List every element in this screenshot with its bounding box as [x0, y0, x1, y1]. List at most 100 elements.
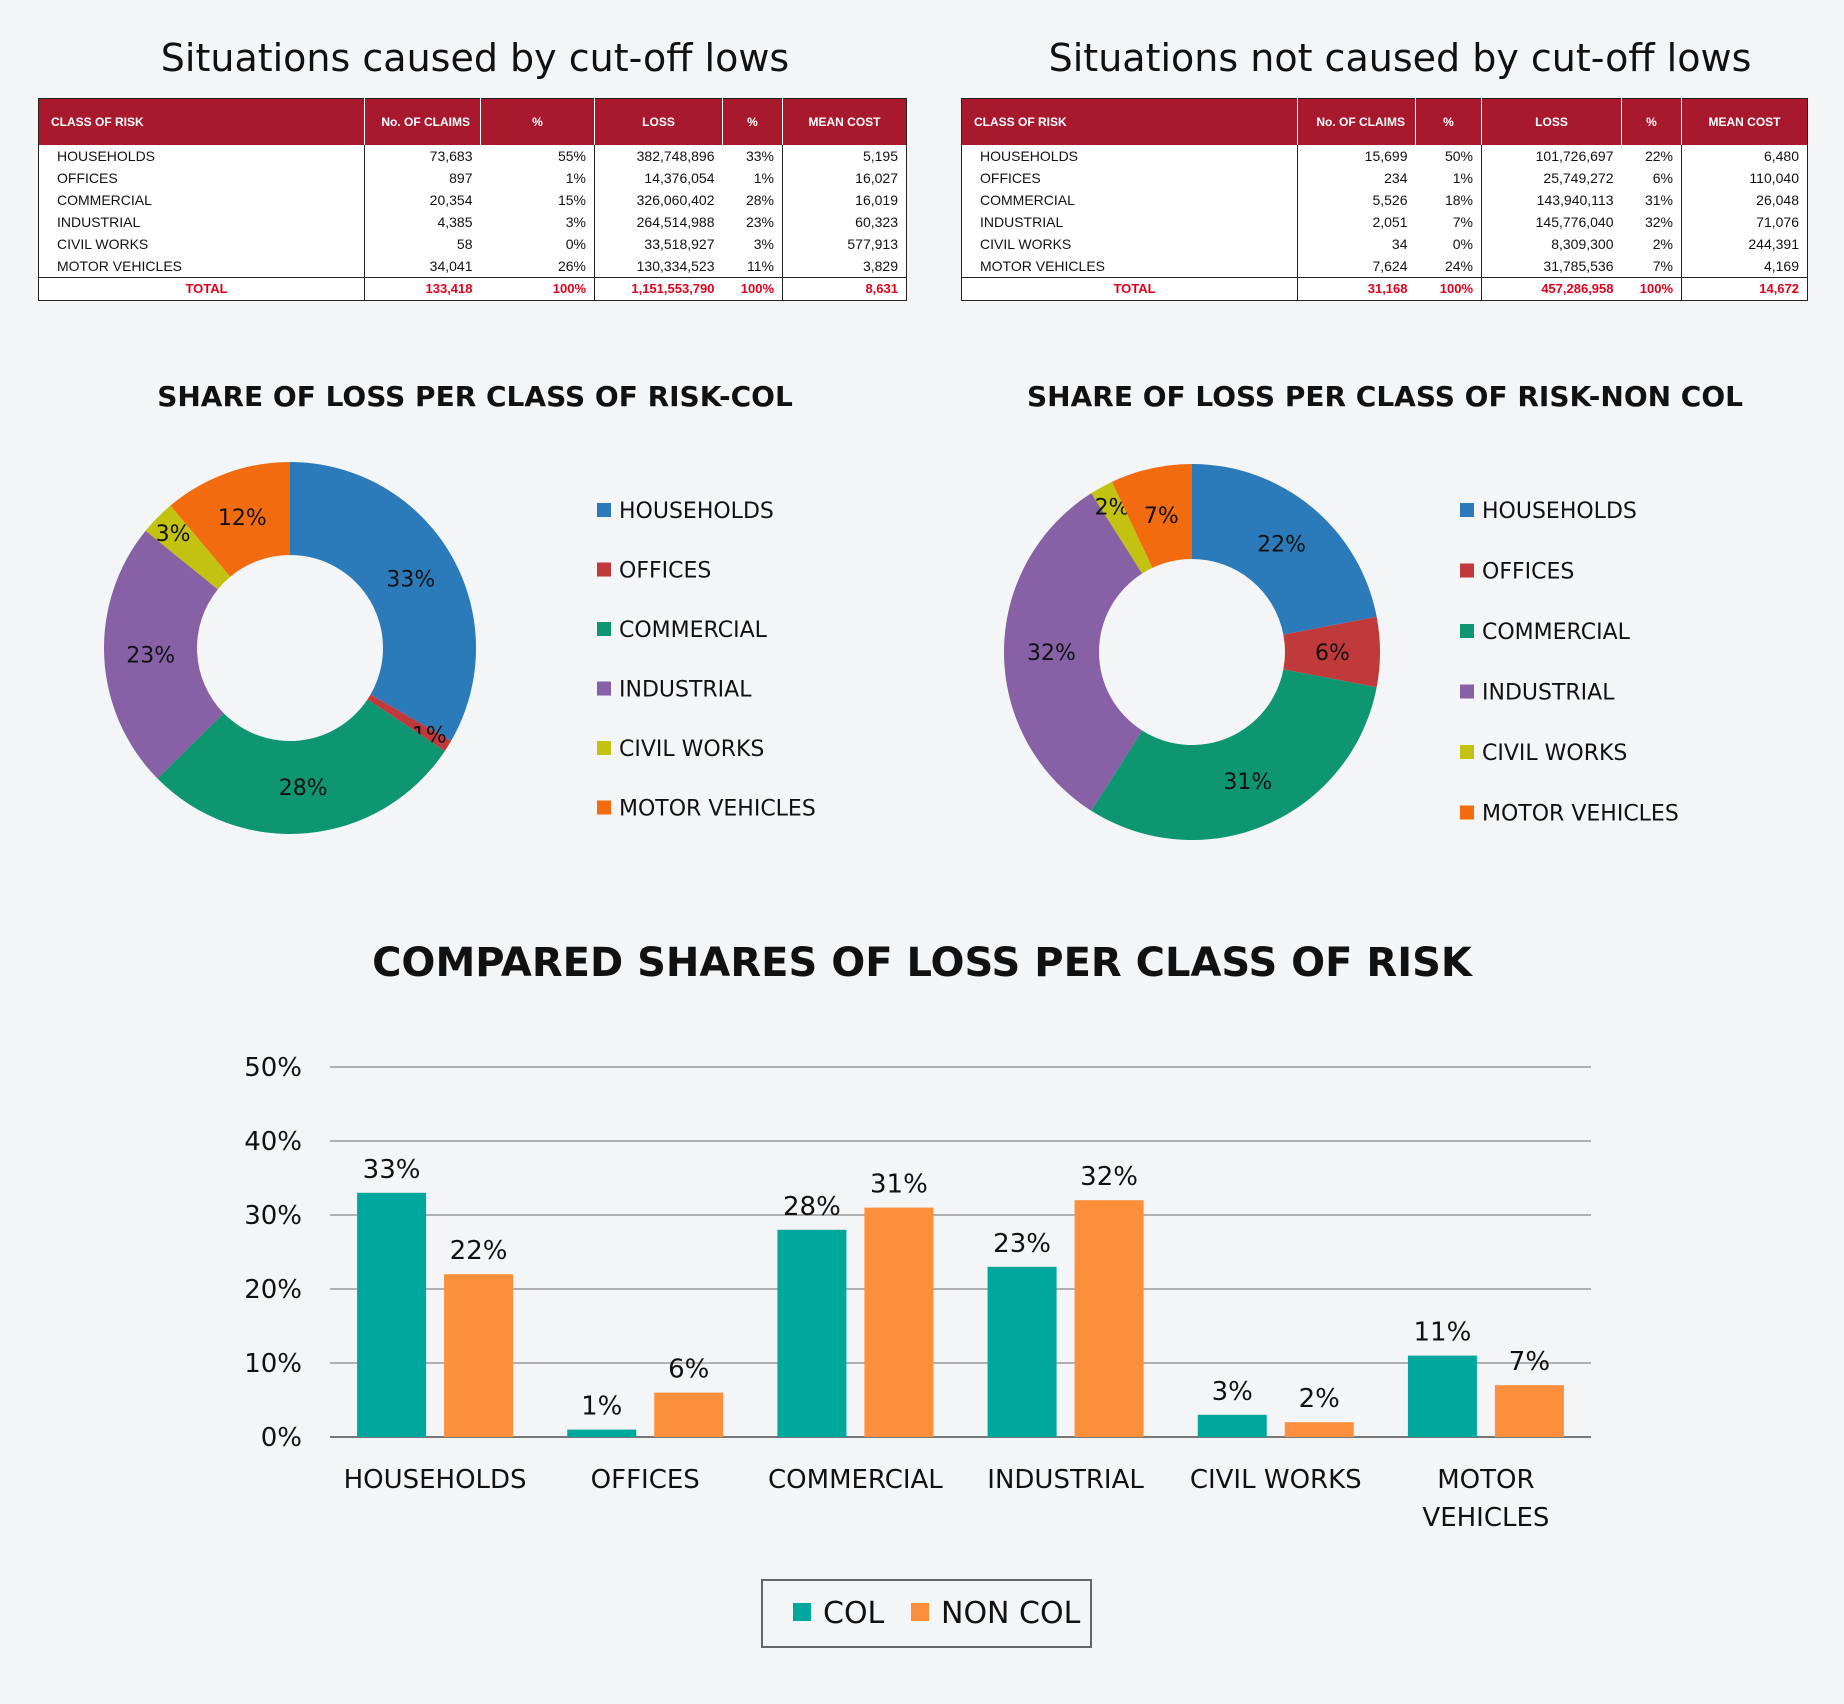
cell-mean-cost: 3,829 [782, 255, 907, 278]
cell-mean-cost: 4,169 [1681, 255, 1808, 278]
y-tick-label: 30% [244, 1201, 302, 1231]
x-tick-label-line: VEHICLES [1422, 1503, 1549, 1533]
cell-loss-pct: 1% [753, 170, 774, 186]
legend-label: HOUSEHOLDS [619, 499, 774, 524]
cell-loss: 14,376,054 [594, 167, 723, 189]
donut-slice-households [290, 462, 476, 741]
bar-data-label: 3% [1212, 1377, 1253, 1407]
bar-non-col [1494, 1385, 1564, 1437]
cell-loss: 143,940,113 [1481, 189, 1622, 211]
bar-data-label: 31% [870, 1170, 928, 1200]
bar-col [1407, 1355, 1477, 1437]
table-row: OFFICES 897 1% 14,376,054 1% 16,027 [39, 167, 907, 189]
cell-claims: 133,418 [364, 277, 481, 301]
cell-class: HOUSEHOLDS [57, 148, 156, 164]
cell-loss: 25,749,272 [1481, 167, 1622, 189]
cell-mean-cost: 8,631 [782, 277, 907, 301]
heading-not-cut-off-lows: Situations not caused by cut-off lows [1048, 36, 1752, 80]
cell-mean-cost: 16,027 [782, 167, 907, 189]
legend-swatch [1460, 624, 1474, 638]
bar-data-label: 23% [993, 1229, 1051, 1259]
legend-swatch [597, 681, 611, 696]
legend-swatch [1460, 684, 1474, 699]
donut-slice-label: 22% [1257, 533, 1306, 558]
table-body: HOUSEHOLDS 73,683 55% 382,748,896 33% 5,195 OF… [38, 145, 907, 301]
cell-loss: 457,286,958 [1481, 277, 1622, 301]
table-row: HOUSEHOLDS 73,683 55% 382,748,896 33% 5,195 [39, 145, 907, 167]
table-row: INDUSTRIAL 4,385 3% 264,514,988 23% 60,323 [39, 211, 907, 233]
legend-swatch [597, 741, 611, 755]
legend-swatch [597, 800, 611, 815]
bar-non-col [864, 1207, 934, 1437]
table-total-row: TOTAL 31,168 100% 457,286,958 100% 14,672 [961, 277, 1808, 301]
donut-slice-offices [1283, 616, 1381, 688]
cell-claims-pct: 0% [565, 236, 586, 252]
legend-label: COMMERCIAL [619, 618, 768, 643]
donut-slice-label: 23% [126, 644, 175, 669]
cell-claims: 58 [364, 233, 481, 255]
table-row: COMMERCIAL 20,354 15% 326,060,402 28% 16,019 [39, 189, 907, 211]
header-percent-claims: % [1415, 98, 1482, 145]
cell-loss: 8,309,300 [1481, 233, 1622, 255]
bar-col [1197, 1414, 1267, 1437]
legend-label: MOTOR VEHICLES [1482, 802, 1679, 827]
x-tick-label: INDUSTRIAL [987, 1465, 1144, 1495]
header-no-of-claims: No. OF CLAIMS [364, 98, 481, 145]
header-mean-cost: MEAN COST [782, 98, 907, 145]
table-row: OFFICES 234 1% 25,749,272 6% 110,040 [962, 167, 1808, 189]
heading-cut-off-lows: Situations caused by cut-off lows [160, 36, 790, 80]
cell-mean-cost: 6,480 [1681, 145, 1808, 167]
y-tick-label: 0% [261, 1423, 302, 1453]
table-body: HOUSEHOLDS 15,699 50% 101,726,697 22% 6,480 OF… [961, 145, 1808, 301]
bar-data-label: 6% [668, 1355, 709, 1385]
donut-slice-label: 31% [1223, 770, 1272, 795]
legend-label: INDUSTRIAL [619, 678, 752, 703]
cell-loss-pct: 31% [1644, 192, 1673, 208]
cell-loss-pct: 7% [1652, 258, 1673, 274]
donut-slice-industrial [104, 530, 224, 779]
bar-data-label: 11% [1414, 1318, 1472, 1348]
table-row: INDUSTRIAL 2,051 7% 145,776,040 32% 71,076 [962, 211, 1808, 233]
donut-slice-label: 6% [1315, 641, 1350, 666]
legend-label: CIVIL WORKS [619, 737, 764, 762]
cell-claims-pct: 1% [565, 170, 586, 186]
cell-loss-pct: 28% [745, 192, 774, 208]
cell-claims: 2,051 [1297, 211, 1416, 233]
donut-slice-motor-vehicles [170, 462, 290, 577]
cell-claims: 31,168 [1297, 277, 1416, 301]
cell-claims: 897 [364, 167, 481, 189]
bar-non-col [444, 1274, 514, 1437]
x-tick-label-line: MOTOR [1437, 1465, 1534, 1495]
bar-data-label: 1% [581, 1392, 622, 1422]
bar-col [777, 1229, 847, 1437]
cell-class: TOTAL [38, 277, 365, 301]
cell-class: HOUSEHOLDS [980, 148, 1079, 164]
legend-swatch [1460, 745, 1474, 759]
x-tick-label: MOTOR VEHICLES [1422, 1465, 1549, 1533]
claims-table-non-col: CLASS OF RISK No. OF CLAIMS % LOSS % MEA… [961, 98, 1808, 301]
cell-claims: 34 [1297, 233, 1416, 255]
donut-chart-title-col: SHARE OF LOSS PER CLASS OF RISK-COL [157, 380, 793, 413]
cell-class: MOTOR VEHICLES [980, 258, 1105, 274]
cell-loss: 145,776,040 [1481, 211, 1622, 233]
donut-slice-label: 3% [156, 522, 191, 547]
cell-loss: 130,334,523 [594, 255, 723, 278]
bar-col [987, 1266, 1057, 1437]
bar-non-col [1074, 1200, 1144, 1437]
donut-slice-label: 28% [279, 776, 328, 801]
donut-slice-label: 32% [1027, 641, 1076, 666]
legend-label: HOUSEHOLDS [1482, 499, 1637, 524]
cell-mean-cost: 14,672 [1681, 277, 1808, 301]
legend-label: OFFICES [1482, 560, 1574, 585]
legend-swatch [597, 503, 611, 517]
legend-label: COL [823, 1596, 885, 1631]
donut-slice-label: 12% [218, 506, 267, 531]
cell-mean-cost: 5,195 [782, 145, 907, 167]
legend-swatch [911, 1603, 929, 1621]
donut-slice-industrial [1004, 493, 1143, 811]
donut-slice-label: 7% [1144, 504, 1179, 529]
cell-claims-pct: 1% [1452, 170, 1473, 186]
donut-slice-commercial [157, 699, 445, 834]
cell-claims-pct: 18% [1444, 192, 1473, 208]
cell-loss-pct: 3% [753, 236, 774, 252]
